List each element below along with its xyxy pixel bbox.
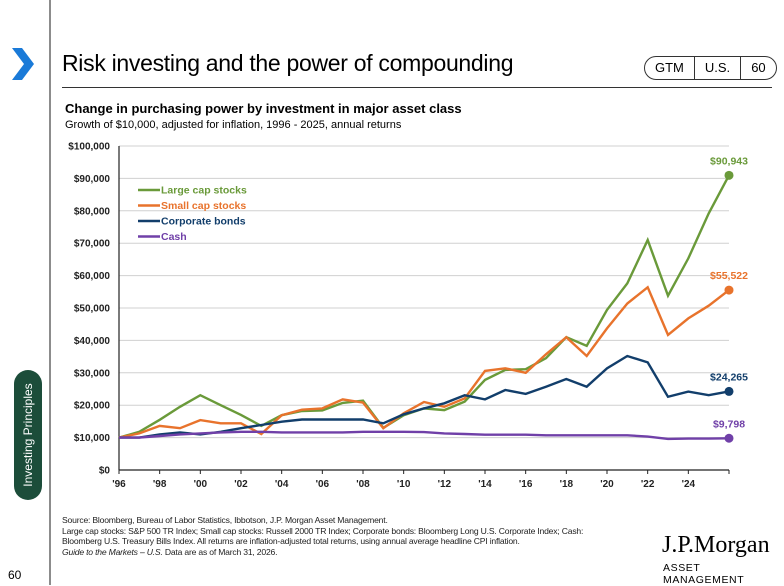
series-end-label-1: $55,522: [710, 270, 748, 282]
x-tick-label: '16: [519, 479, 533, 490]
title-rule: [62, 87, 772, 88]
x-tick-label: '06: [316, 479, 330, 490]
x-tick-label: '20: [600, 479, 614, 490]
x-tick-label: '00: [194, 479, 208, 490]
x-tick-label: '12: [438, 479, 452, 490]
badge-page: 60: [740, 57, 775, 79]
x-tick-label: '08: [356, 479, 370, 490]
logo-subtitle: ASSET MANAGEMENT: [663, 562, 745, 586]
x-tick-label: '18: [560, 479, 574, 490]
jpmorgan-logo: J.P.Morgan: [662, 532, 770, 558]
page-number: 60: [8, 568, 22, 582]
y-tick-label: $70,000: [74, 239, 111, 250]
x-tick-label: '22: [641, 479, 655, 490]
y-tick-label: $10,000: [74, 433, 111, 444]
chart-title: Change in purchasing power by investment…: [65, 101, 462, 116]
section-tab-label: Investing Principles: [21, 383, 35, 487]
legend-label-3: Cash: [161, 231, 187, 243]
x-tick-label: '24: [682, 479, 696, 490]
section-tab[interactable]: Investing Principles: [14, 370, 42, 500]
y-tick-label: $60,000: [74, 271, 111, 282]
y-tick-label: $50,000: [74, 304, 111, 315]
series-end-marker-1: [724, 285, 734, 295]
gtm-badge: GTM U.S. 60: [644, 56, 777, 80]
x-tick-label: '98: [153, 479, 167, 490]
series-end-marker-0: [724, 170, 734, 180]
series-line-2: [119, 354, 730, 439]
y-tick-label: $40,000: [74, 336, 111, 347]
series-end-label-2: $24,265: [710, 371, 748, 383]
series-line-1: [118, 285, 730, 439]
chart-subtitle: Growth of $10,000, adjusted for inflatio…: [65, 119, 402, 131]
y-tick-label: $100,000: [68, 142, 110, 153]
page-title: Risk investing and the power of compound…: [62, 50, 514, 76]
guide-date: Data are as of March 31, 2026.: [162, 546, 278, 557]
y-tick-label: $20,000: [74, 401, 111, 412]
series-end-marker-2: [724, 386, 734, 396]
x-tick-label: '96: [112, 479, 126, 490]
y-tick-label: $0: [99, 466, 111, 477]
x-tick-label: '14: [478, 479, 492, 490]
x-tick-label: '10: [397, 479, 411, 490]
footnote-source: Source: Bloomberg, Bureau of Labor Stati…: [62, 515, 388, 525]
series-line-3: [119, 430, 730, 441]
legend-label-0: Large cap stocks: [161, 185, 247, 197]
chevron-right-icon: [12, 48, 34, 80]
legend-label-1: Small cap stocks: [161, 200, 246, 212]
guide-name: Guide to the Markets – U.S.: [62, 546, 163, 557]
badge-gtm: GTM: [655, 60, 684, 75]
y-tick-label: $90,000: [74, 174, 111, 185]
left-divider: [49, 0, 51, 585]
series-end-label-3: $9,798: [713, 418, 745, 430]
x-tick-label: '04: [275, 479, 289, 490]
line-chart: $0 $10,000 $20,000 $30,000 $40,000 $50,000 $60…: [68, 142, 748, 491]
badge-region: U.S.: [693, 57, 740, 79]
y-tick-label: $80,000: [74, 206, 111, 217]
series-end-label-0: $90,943: [710, 155, 748, 167]
series-end-marker-3: [724, 433, 734, 443]
y-tick-label: $30,000: [74, 368, 111, 379]
footnotes: Source: Bloomberg, Bureau of Labor Stati…: [62, 515, 583, 557]
x-tick-label: '02: [234, 479, 248, 490]
footnote-guide: Guide to the Markets – U.S. Data are as …: [62, 547, 583, 558]
footnote-indices: Large cap stocks: S&P 500 TR Index; Smal…: [62, 525, 584, 536]
legend-label-2: Corporate bonds: [161, 216, 246, 228]
footnote-indices-2: Bloomberg U.S. Treasury Bills Index. All…: [62, 536, 520, 546]
